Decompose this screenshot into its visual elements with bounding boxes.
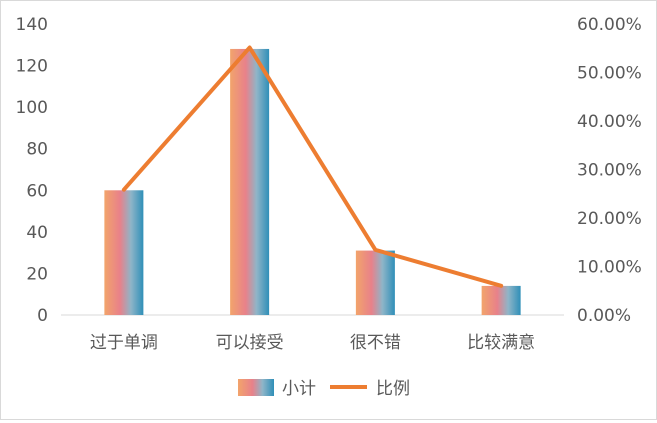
ratio-line [121,45,504,288]
bar [104,190,144,315]
right-tick-label: 50.00% [577,64,642,84]
right-tick-label: 40.00% [577,112,642,132]
left-tick-label: 40 [26,223,48,243]
bar-series [104,48,521,315]
left-tick-label: 120 [16,57,48,77]
right-tick-label: 60.00% [577,15,642,35]
legend-bar-label: 小计 [282,379,316,399]
left-tick-label: 20 [26,264,48,284]
right-tick-label: 0.00% [577,306,631,326]
category-labels: 过于单调 可以接受 很不错 比较满意 [90,333,535,353]
legend-line-label: 比例 [376,379,410,399]
right-tick-label: 10.00% [577,258,642,278]
left-tick-label: 140 [16,15,48,35]
category-label: 可以接受 [216,333,284,353]
category-label: 比较满意 [467,333,535,353]
left-tick-label: 0 [37,306,48,326]
legend-bar-swatch [238,379,274,396]
left-tick-label: 100 [16,98,48,118]
left-axis: 0 20 40 60 80 100 120 140 [16,15,48,326]
bar [355,250,395,315]
bar [481,285,521,315]
legend: 小计 比例 [238,379,410,399]
bar [230,48,270,315]
left-tick-label: 80 [26,140,48,160]
category-label: 过于单调 [90,333,158,353]
right-tick-label: 20.00% [577,209,642,229]
right-axis: 0.00% 10.00% 20.00% 30.00% 40.00% 50.00% 60.00… [577,15,642,326]
left-tick-label: 60 [26,181,48,201]
category-label: 很不错 [350,333,401,353]
right-tick-label: 30.00% [577,161,642,181]
